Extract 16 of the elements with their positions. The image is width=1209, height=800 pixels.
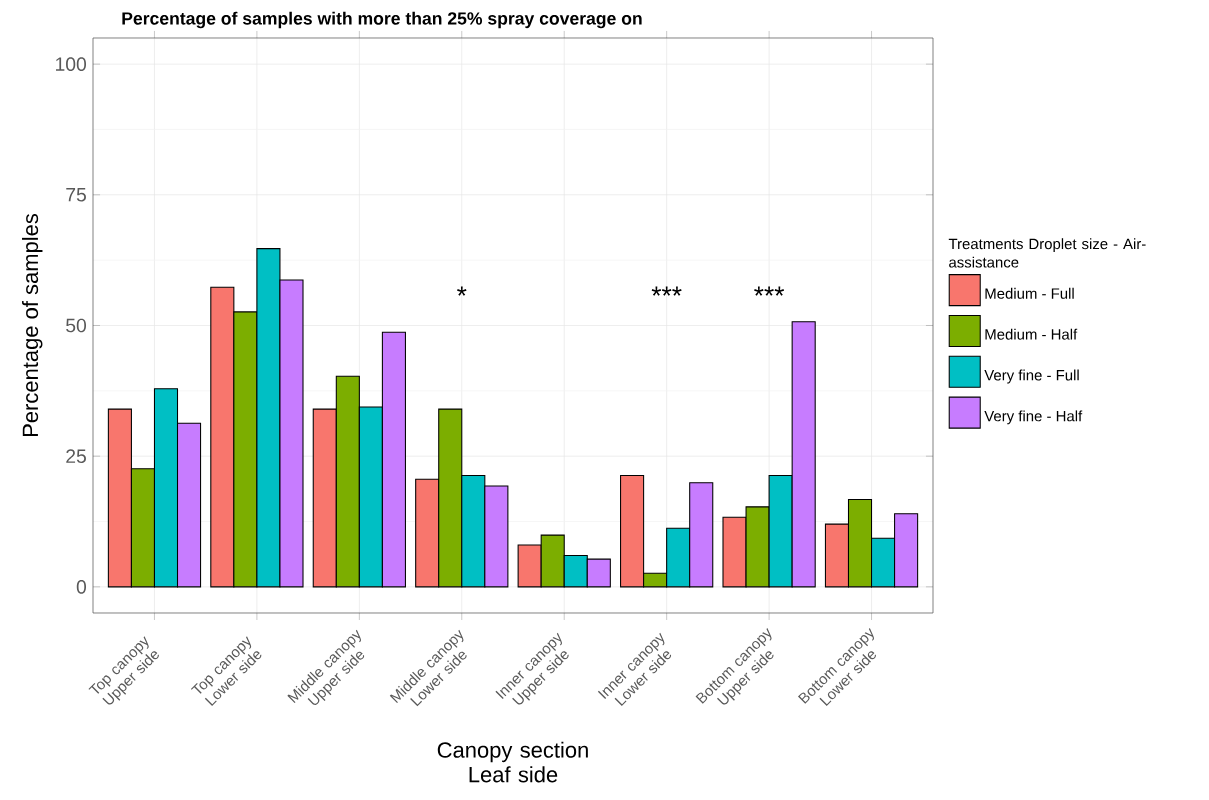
legend-label: Very fine - Full: [984, 369, 1079, 384]
y-axis-title: Percentage of samples: [21, 213, 43, 437]
y-tick-label: 25: [66, 449, 86, 464]
legend-label: Medium - Full: [985, 287, 1074, 299]
y-tick-label: 75: [66, 188, 86, 202]
annotation: ***: [754, 286, 785, 296]
x-axis-title: Canopy section Leaf side: [437, 741, 588, 783]
chart-title: Percentage of samples with more than 25% spray coverage on: [122, 11, 642, 29]
y-tick-label: 100: [56, 57, 87, 71]
legend-label: Medium - Half: [985, 328, 1078, 340]
annotation: *: [457, 286, 467, 296]
annotation: ***: [651, 286, 682, 296]
y-tick-label: 0: [76, 580, 87, 594]
legend-label: Very fine - Half: [984, 410, 1083, 425]
y-tick-label: 50: [66, 318, 87, 333]
legend-title: Treatments Droplet size - Air-assistance: [948, 238, 1146, 268]
